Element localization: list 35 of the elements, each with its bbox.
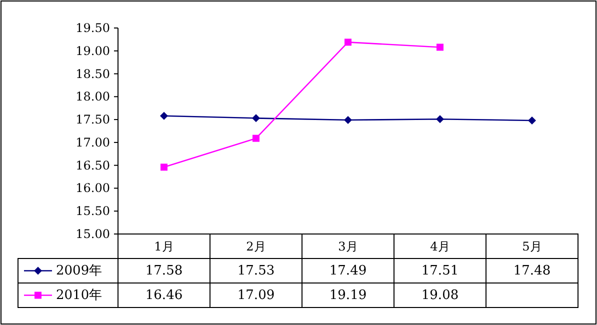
data-label: 19.19 — [329, 288, 367, 303]
legend-label: 2010年 — [56, 288, 102, 303]
data-label: 17.58 — [145, 263, 183, 278]
data-label: 19.08 — [421, 288, 459, 303]
x-tick-label: 4月 — [430, 239, 450, 254]
point — [252, 114, 260, 122]
point — [344, 116, 352, 124]
y-tick-label: 16.50 — [76, 158, 110, 172]
y-tick-label: 18.50 — [76, 66, 110, 81]
point — [528, 116, 536, 124]
y-tick-label: 16.00 — [76, 181, 110, 196]
data-label: 17.48 — [513, 263, 551, 278]
point — [436, 115, 444, 124]
data-label: 16.46 — [145, 288, 183, 303]
point — [160, 112, 168, 120]
x-tick-label: 3月 — [338, 239, 358, 254]
y-tick-label: 17.50 — [76, 112, 110, 127]
data-label: 17.09 — [237, 288, 275, 303]
point — [344, 38, 352, 46]
data-label: 17.49 — [329, 263, 367, 278]
data-label: 17.53 — [237, 263, 275, 278]
y-tick-label: 19.50 — [76, 21, 110, 35]
point — [160, 164, 168, 171]
x-tick-label: 1月 — [154, 239, 174, 254]
y-tick-label: 18.00 — [76, 90, 110, 104]
x-tick-label: 5月 — [522, 239, 542, 254]
legend-label: 2009年 — [56, 263, 102, 278]
point — [436, 44, 444, 51]
y-tick-label: 19.00 — [76, 44, 110, 58]
y-tick-label: 15.50 — [76, 204, 110, 218]
point — [252, 134, 260, 142]
y-tick-label: 15.00 — [76, 227, 110, 241]
y-tick-label: 17.00 — [76, 135, 110, 150]
data-label: 17.51 — [421, 263, 459, 278]
x-tick-label: 2月 — [246, 239, 266, 254]
